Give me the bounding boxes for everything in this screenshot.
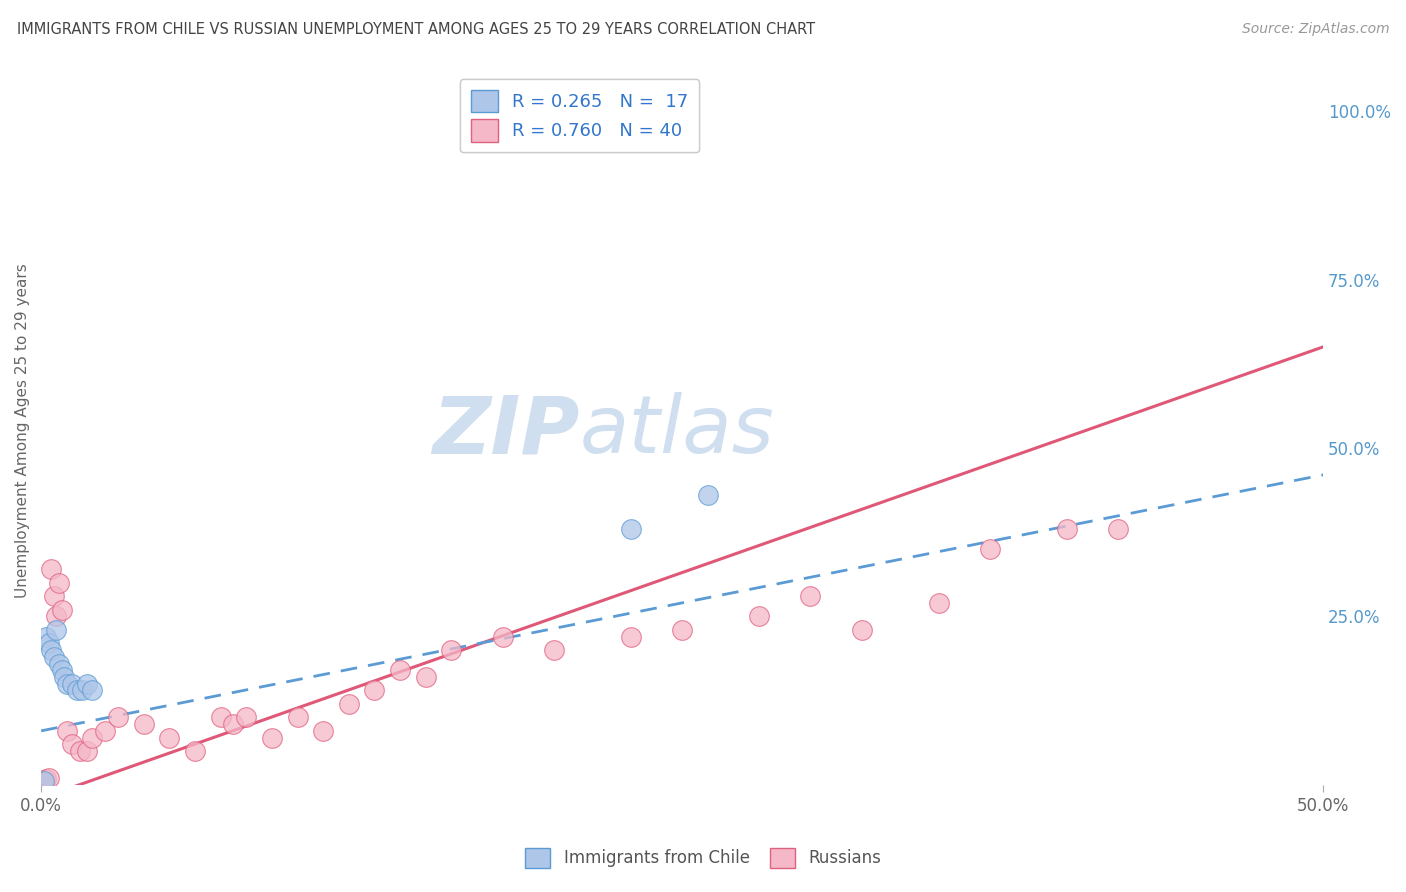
Point — [48, 575, 70, 590]
Legend: Immigrants from Chile, Russians: Immigrants from Chile, Russians — [519, 841, 887, 875]
Point — [53, 670, 76, 684]
Point — [543, 643, 565, 657]
Point — [851, 623, 873, 637]
Point — [51, 602, 73, 616]
Text: ZIP: ZIP — [432, 392, 579, 470]
Point — [107, 710, 129, 724]
Text: IMMIGRANTS FROM CHILE VS RUSSIAN UNEMPLOYMENT AMONG AGES 25 TO 29 YEARS CORRELAT: IMMIGRANTS FROM CHILE VS RUSSIAN UNEMPLO… — [17, 22, 815, 37]
Point — [312, 723, 335, 738]
Point — [35, 772, 58, 787]
Point — [1056, 522, 1078, 536]
Point — [38, 771, 60, 785]
Point — [671, 623, 693, 637]
Point — [363, 683, 385, 698]
Point — [76, 676, 98, 690]
Point — [491, 630, 513, 644]
Point — [51, 663, 73, 677]
Legend: R = 0.265   N =  17, R = 0.760   N = 40: R = 0.265 N = 17, R = 0.760 N = 40 — [460, 79, 699, 153]
Point — [440, 643, 463, 657]
Point — [48, 657, 70, 671]
Point — [620, 522, 643, 536]
Point — [42, 589, 65, 603]
Point — [41, 643, 63, 657]
Point — [184, 744, 207, 758]
Point — [337, 697, 360, 711]
Point — [55, 723, 77, 738]
Point — [45, 623, 67, 637]
Point — [76, 744, 98, 758]
Point — [66, 683, 89, 698]
Text: Source: ZipAtlas.com: Source: ZipAtlas.com — [1241, 22, 1389, 37]
Point — [1107, 522, 1129, 536]
Point — [235, 710, 257, 724]
Point — [60, 676, 83, 690]
Point — [209, 710, 232, 724]
Point — [55, 676, 77, 690]
Point — [979, 541, 1001, 556]
Point — [799, 589, 821, 603]
Y-axis label: Unemployment Among Ages 25 to 29 years: Unemployment Among Ages 25 to 29 years — [15, 264, 30, 599]
Point — [45, 609, 67, 624]
Point — [415, 670, 437, 684]
Point — [32, 774, 55, 789]
Point — [60, 737, 83, 751]
Point — [35, 630, 58, 644]
Point — [260, 731, 283, 745]
Point — [38, 636, 60, 650]
Point — [82, 683, 104, 698]
Text: atlas: atlas — [579, 392, 775, 470]
Point — [389, 663, 412, 677]
Point — [94, 723, 117, 738]
Point — [70, 683, 93, 698]
Point — [157, 731, 180, 745]
Point — [620, 630, 643, 644]
Point — [748, 609, 770, 624]
Point — [287, 710, 309, 724]
Point — [41, 562, 63, 576]
Point — [69, 744, 91, 758]
Point — [82, 731, 104, 745]
Point — [132, 717, 155, 731]
Point — [32, 774, 55, 789]
Point — [696, 488, 718, 502]
Point — [222, 717, 245, 731]
Point — [928, 596, 950, 610]
Point — [42, 649, 65, 664]
